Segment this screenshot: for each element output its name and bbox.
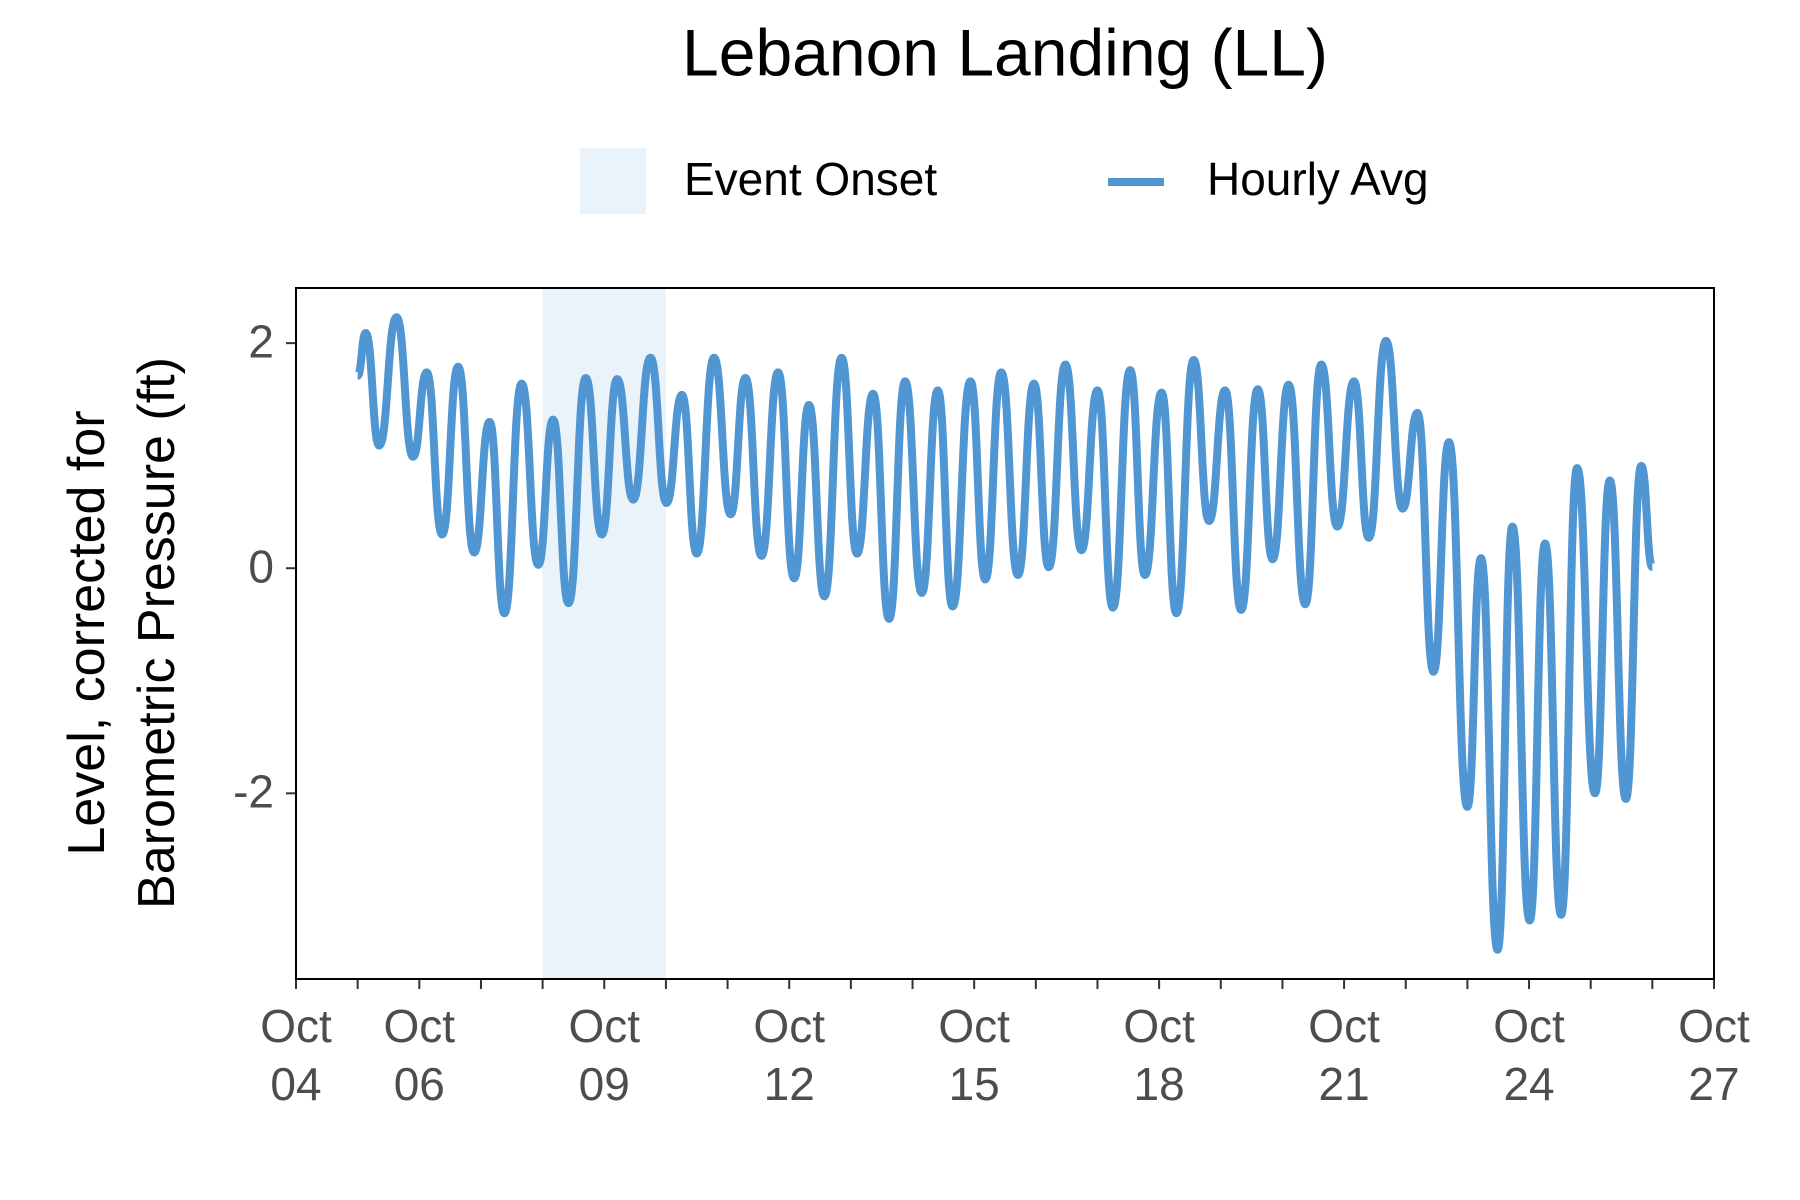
x-tick-label: Oct 24	[1493, 1000, 1565, 1110]
x-tick-label: Oct 04	[260, 1000, 332, 1110]
data-line	[353, 313, 1657, 954]
y-tick-label: 0	[248, 540, 274, 592]
plot-border	[295, 287, 1715, 980]
legend-label: Hourly Avg	[1207, 153, 1429, 205]
x-tick-label: Oct 12	[753, 1000, 825, 1110]
legend-label: Event Onset	[684, 153, 937, 205]
x-tick-label: Oct 15	[938, 1000, 1010, 1110]
x-tick-label: Oct 18	[1123, 1000, 1195, 1110]
y-tick-label: 2	[248, 315, 274, 367]
x-tick-label: Oct 21	[1308, 1000, 1380, 1110]
chart-title: Lebanon Landing (LL)	[682, 15, 1328, 89]
y-axis-title: Level, corrected for Barometric Pressure…	[58, 357, 186, 909]
x-tick-label: Oct 09	[568, 1000, 641, 1110]
legend-swatch-event	[580, 148, 646, 214]
y-tick-label: -2	[233, 765, 274, 817]
x-tick-label: Oct 27	[1678, 1000, 1750, 1110]
x-tick-label: Oct 06	[383, 1000, 456, 1110]
